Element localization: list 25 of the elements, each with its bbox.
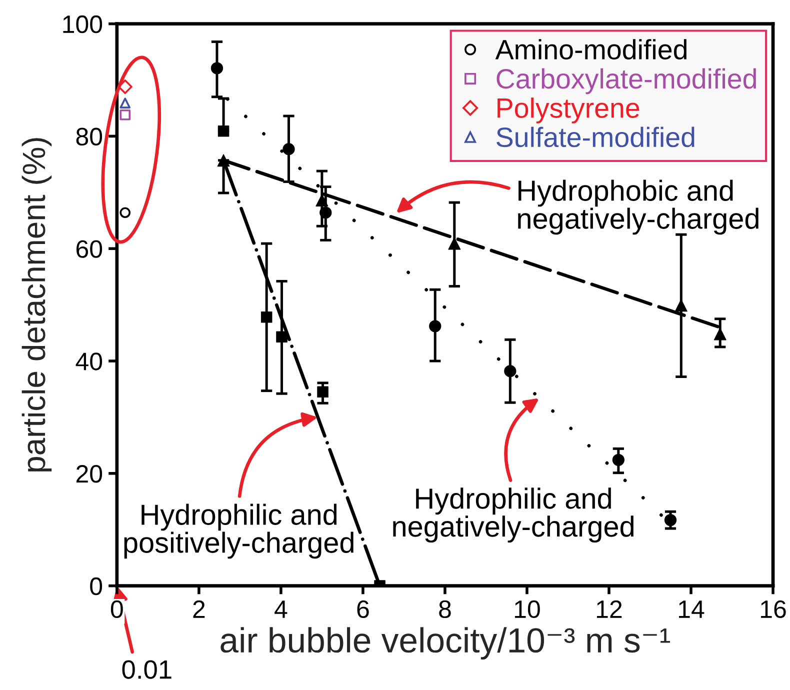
x-axis-title: air bubble velocity/10⁻³ m s⁻¹ [220,627,670,660]
y-tick-label: 100 [63,15,102,34]
y-tick-label: 40 [76,352,102,370]
x-tick-label: 8 [439,600,451,618]
annotation: Hydrophobic and negatively-charged [518,180,758,235]
y-tick-label: 80 [76,128,102,146]
legend-label: Polystyrene [498,98,640,124]
x-tick-label: 10 [514,600,540,618]
x-tick-label: 6 [357,600,369,618]
y-axis-title: particle detachment (%) [22,138,52,472]
annotation: Hydrophilic and positively-charged [124,504,354,559]
legend-label: Sulfate-modified [496,126,694,148]
y-tick-label: 20 [76,465,102,483]
x-tick-label: 2 [193,600,205,618]
x-tick-label: 16 [761,600,786,618]
y-tick-label: 60 [76,240,102,258]
x-tick-label: 14 [679,600,704,618]
text: 0.01 [122,660,172,679]
y-tick-label: 0 [90,577,102,596]
x-tick-label: 12 [596,600,622,618]
x-tick-label: 0 [110,600,123,618]
x-tick-label: 4 [274,600,288,618]
legend-label: Carboxylate-modified [496,68,756,94]
legend-label: Amino-modified [495,39,686,60]
annotation: Hydrophilic and negatively-charged [393,488,634,543]
